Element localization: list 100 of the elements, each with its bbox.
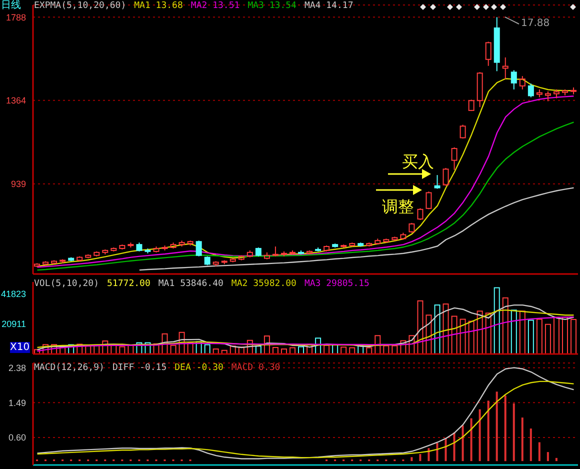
bar	[544, 324, 551, 354]
bar	[280, 348, 287, 354]
bar	[136, 342, 142, 354]
annotation: 买入	[402, 152, 434, 171]
bar	[374, 335, 381, 354]
bar	[570, 318, 577, 354]
bar	[238, 346, 244, 354]
bar	[358, 345, 364, 354]
bar	[476, 310, 483, 354]
bar	[530, 428, 532, 462]
bar	[521, 418, 524, 462]
bar	[510, 310, 517, 354]
bar	[487, 400, 490, 462]
y-tick-label: 0.60	[8, 432, 26, 443]
line-series	[36, 122, 574, 271]
bar	[119, 346, 126, 354]
y-tick-label: 1.49	[8, 398, 26, 408]
bar	[332, 344, 338, 354]
bar	[408, 335, 415, 354]
bar	[502, 297, 508, 354]
bar	[512, 403, 515, 462]
bar	[383, 345, 390, 354]
candlestick	[494, 16, 500, 72]
text: X10	[10, 342, 30, 353]
bar	[519, 310, 526, 354]
bar	[444, 438, 447, 462]
text: MA1 53846.40	[158, 279, 224, 289]
annotation: 17.88	[521, 18, 550, 29]
bar	[315, 338, 322, 354]
line-series	[36, 380, 574, 458]
candlestick	[502, 56, 508, 80]
chart-subtitle: 51772.00	[107, 279, 150, 289]
bar	[51, 344, 58, 354]
chart-title: MACD(12,26,9)	[34, 363, 104, 373]
text: MA3 13.54	[248, 1, 296, 11]
bar	[462, 425, 464, 462]
bar	[110, 344, 117, 354]
bar	[538, 442, 540, 462]
bar	[85, 346, 92, 354]
y-tick-label: 1788	[6, 12, 26, 22]
bar	[428, 448, 430, 462]
bar	[255, 346, 262, 354]
bar	[470, 418, 472, 462]
bar	[349, 347, 356, 354]
bar	[306, 344, 313, 354]
bar	[442, 304, 449, 354]
bar	[76, 344, 83, 354]
bar	[290, 347, 296, 354]
chart-title: EXPMA(5,10,20,60)	[34, 1, 126, 11]
bar	[546, 452, 549, 462]
bar	[366, 347, 372, 354]
y-tick-label: 939	[10, 179, 26, 190]
bar	[94, 344, 100, 354]
chart-title: VOL(5,10,20)	[34, 279, 100, 289]
text: MA3 29805.15	[304, 279, 370, 289]
bar	[34, 349, 40, 354]
bar	[128, 344, 134, 354]
bar	[221, 350, 228, 354]
bar	[426, 314, 432, 354]
bar	[170, 344, 176, 354]
line-series	[138, 187, 574, 271]
bar	[555, 458, 558, 462]
bar	[298, 346, 304, 354]
bar	[536, 318, 542, 354]
bar	[417, 300, 424, 354]
bar	[392, 345, 398, 354]
text: DEA -0.30	[174, 363, 224, 373]
bar	[204, 344, 210, 354]
text: MA1 13.68	[134, 1, 183, 11]
bar	[410, 457, 413, 462]
bar	[468, 320, 474, 354]
bar	[562, 316, 568, 354]
bar	[324, 344, 330, 354]
bar	[494, 287, 500, 354]
bar	[528, 320, 534, 354]
bar	[553, 316, 560, 354]
bar	[460, 318, 466, 354]
bar	[144, 342, 151, 354]
bar	[162, 333, 168, 354]
bar	[178, 332, 185, 354]
bar	[453, 432, 456, 462]
y-tick-label: 1364	[6, 96, 26, 106]
bar	[400, 340, 406, 354]
bar	[246, 340, 253, 354]
line-series	[36, 316, 574, 352]
bar	[187, 342, 194, 354]
bar	[230, 346, 236, 354]
bar	[42, 344, 49, 354]
bar	[212, 348, 219, 354]
text: MA2 35982.00	[231, 279, 296, 289]
bar	[272, 347, 278, 354]
annotation: 调整	[382, 197, 414, 216]
text: 日线	[1, 0, 21, 11]
bar	[451, 316, 458, 354]
bar	[434, 304, 440, 354]
text: DIFF -0.15	[112, 363, 167, 373]
text: MA2 13.51	[190, 1, 240, 11]
y-tick-label: 41823	[0, 288, 26, 299]
bar	[340, 346, 347, 354]
bar	[102, 340, 108, 354]
